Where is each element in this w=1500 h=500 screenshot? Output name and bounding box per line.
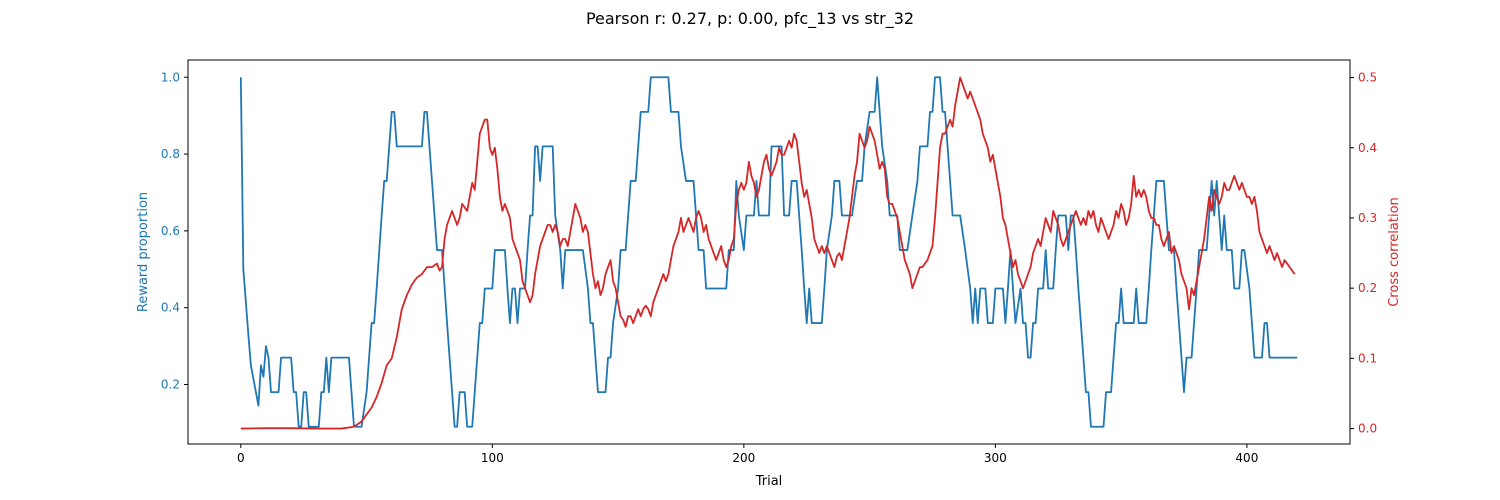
x-axis: 0 100 200 300 400	[237, 444, 1258, 465]
y-axis-right-label: Cross correlation	[1387, 197, 1402, 307]
cross-correlation-line	[240, 76, 1296, 430]
y-axis-right: 0.0 0.1 0.2 0.3 0.4 0.5	[1350, 71, 1377, 436]
y-right-tick-label: 0.4	[1358, 141, 1377, 155]
y-left-tick-label: 0.6	[161, 224, 180, 238]
y-axis-left: 0.2 0.4 0.6 0.8 1.0	[161, 70, 188, 391]
y-left-tick-label: 0.2	[161, 377, 180, 391]
x-tick-label: 400	[1235, 451, 1258, 465]
x-tick-label: 100	[481, 451, 504, 465]
x-axis-label: Trial	[755, 474, 783, 489]
reward-proportion-line	[239, 76, 1298, 428]
y-left-tick-label: 0.4	[161, 301, 180, 315]
y-right-tick-label: 0.1	[1358, 351, 1377, 365]
x-tick-label: 300	[984, 451, 1007, 465]
series-group	[239, 76, 1298, 430]
y-axis-left-label: Reward proportion	[136, 192, 151, 312]
y-right-tick-label: 0.2	[1358, 281, 1377, 295]
x-tick-label: 0	[237, 451, 245, 465]
y-right-tick-label: 0.0	[1358, 422, 1377, 436]
y-left-tick-label: 0.8	[161, 147, 180, 161]
y-right-tick-label: 0.5	[1358, 71, 1377, 85]
plot-frame	[187, 59, 1351, 445]
chart-title: Pearson r: 0.27, p: 0.00, pfc_13 vs str_…	[586, 9, 914, 29]
y-right-tick-label: 0.3	[1358, 211, 1377, 225]
y-left-tick-label: 1.0	[161, 70, 180, 84]
x-tick-label: 200	[732, 451, 755, 465]
